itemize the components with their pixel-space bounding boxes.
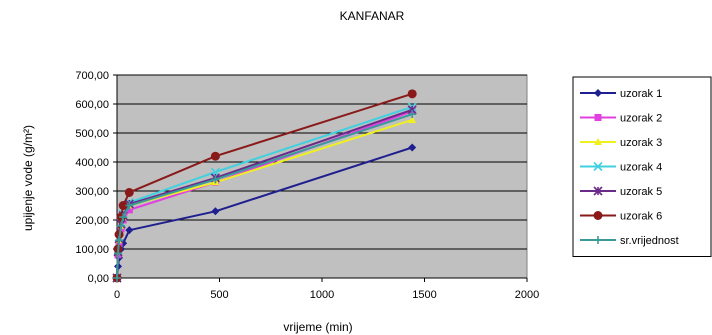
x-axis-title: vrijeme (min) — [283, 320, 352, 334]
legend-item-2: uzorak 2 — [580, 113, 662, 125]
data-point-7-5 — [119, 213, 128, 222]
data-point-7-4 — [117, 221, 126, 230]
x-tick-label-1: 500 — [210, 289, 228, 301]
y-axis-title: upijenje vode (g/m²) — [21, 125, 35, 231]
data-point-7-7 — [211, 175, 220, 184]
y-tick-label-4: 400,00 — [75, 157, 109, 169]
legend-label-6: uzorak 6 — [620, 211, 662, 223]
data-point-3-8 — [408, 115, 417, 123]
data-point-2-6 — [125, 206, 133, 214]
x-tick-label-4: 2000 — [515, 289, 539, 301]
legend-label-7: sr.vrijednost — [620, 235, 679, 247]
data-point-6-6 — [124, 187, 134, 197]
data-point-7-3 — [115, 236, 124, 245]
series-7 — [113, 110, 417, 282]
legend-marker-4 — [593, 161, 603, 172]
legend-label-2: uzorak 2 — [620, 113, 662, 125]
y-tick-label-2: 200,00 — [75, 215, 109, 227]
y-tick-label-1: 100,00 — [75, 244, 109, 256]
y-axis: 0,00 100,00 200,00 300,00 400,00 500,00 600,00… — [75, 70, 118, 285]
legend-item-1: uzorak 1 — [580, 88, 662, 100]
legend-label-1: uzorak 1 — [620, 88, 662, 100]
data-point-7-1 — [113, 274, 121, 282]
data-point-1-7 — [211, 207, 220, 216]
legend-marker-5 — [593, 186, 603, 196]
y-tick-label-5: 500,00 — [75, 128, 109, 140]
data-point-7-6 — [125, 201, 134, 210]
legend-label-3: uzorak 3 — [620, 137, 662, 149]
series-layer — [112, 89, 417, 283]
legend-label-4: uzorak 4 — [620, 162, 662, 174]
legend-item-7: sr.vrijednost — [580, 235, 679, 247]
legend-marker-2 — [594, 114, 602, 121]
x-tick-label-3: 1500 — [412, 289, 436, 301]
legend-marker-1 — [594, 89, 602, 97]
legend: uzorak 1 uzorak 2 uzorak 3 uzorak 4 uzorak 5… — [572, 76, 712, 257]
legend-item-6: uzorak 6 — [580, 211, 662, 223]
data-point-7-2 — [114, 249, 123, 258]
chart-title: KANFANAR — [340, 9, 405, 23]
data-point-6-7 — [210, 151, 220, 161]
y-tick-label-6: 600,00 — [75, 99, 109, 111]
y-tick-label-3: 300,00 — [75, 186, 109, 198]
legend-marker-3 — [594, 138, 602, 145]
x-axis: 0 500 1000 1500 2000 — [114, 277, 539, 301]
data-point-6-8 — [407, 89, 417, 99]
y-tick-label-7: 700,00 — [75, 70, 109, 82]
data-point-1-8 — [408, 143, 417, 152]
y-tick-label-0: 0,00 — [88, 273, 109, 285]
data-point-6-5 — [118, 201, 128, 210]
legend-item-3: uzorak 3 — [580, 137, 662, 149]
plot-area — [116, 74, 528, 279]
legend-item-5: uzorak 5 — [580, 186, 662, 198]
x-tick-label-0: 0 — [114, 289, 120, 301]
legend-label-5: uzorak 5 — [620, 186, 662, 198]
legend-item-4: uzorak 4 — [580, 162, 662, 174]
data-point-1-6 — [125, 226, 134, 235]
x-tick-label-2: 1000 — [310, 289, 334, 301]
legend-marker-6 — [593, 211, 603, 220]
data-point-7-8 — [408, 110, 417, 119]
legend-marker-7 — [594, 236, 602, 244]
